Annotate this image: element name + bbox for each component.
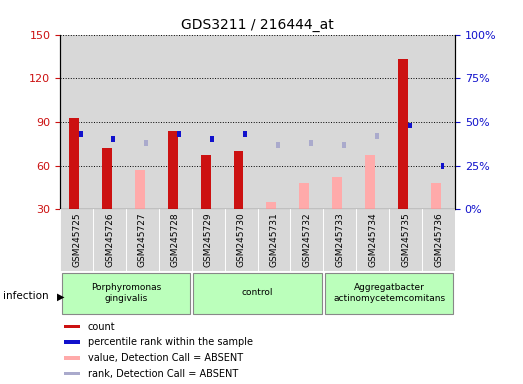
Text: GSM245726: GSM245726	[105, 212, 114, 267]
Bar	[64, 356, 79, 360]
Bar	[93, 209, 126, 271]
Bar	[440, 163, 445, 169]
Bar	[276, 142, 280, 147]
Bar	[93, 35, 126, 209]
Bar	[159, 35, 192, 209]
Bar	[135, 170, 145, 209]
Bar	[398, 59, 408, 209]
Bar	[389, 35, 422, 209]
Bar	[225, 209, 257, 271]
Bar	[365, 156, 375, 209]
Bar	[210, 136, 214, 142]
Text: Aggregatbacter
actinomycetemcomitans: Aggregatbacter actinomycetemcomitans	[333, 283, 445, 303]
Text: rank, Detection Call = ABSENT: rank, Detection Call = ABSENT	[88, 369, 238, 379]
Bar	[431, 183, 441, 209]
Text: GSM245728: GSM245728	[171, 212, 180, 267]
Text: Porphyromonas
gingivalis: Porphyromonas gingivalis	[91, 283, 161, 303]
Bar	[60, 35, 93, 209]
Bar	[243, 131, 247, 137]
Text: GSM245729: GSM245729	[204, 212, 213, 267]
Bar	[201, 156, 211, 209]
Bar	[192, 209, 225, 271]
Bar	[299, 183, 309, 209]
Bar	[356, 209, 389, 271]
Bar	[323, 35, 356, 209]
Text: GSM245736: GSM245736	[434, 212, 443, 267]
Bar	[257, 209, 290, 271]
Bar	[64, 372, 79, 375]
Text: GSM245727: GSM245727	[138, 212, 147, 267]
Bar	[389, 209, 422, 271]
Bar	[64, 325, 79, 328]
Bar	[144, 140, 149, 146]
Text: GSM245733: GSM245733	[335, 212, 344, 267]
Bar	[159, 209, 192, 271]
Bar	[422, 209, 455, 271]
Bar	[332, 177, 342, 209]
Bar	[111, 136, 116, 142]
Text: control: control	[242, 288, 274, 297]
Bar	[126, 35, 159, 209]
Text: GSM245730: GSM245730	[236, 212, 246, 267]
Bar	[342, 142, 346, 147]
FancyBboxPatch shape	[62, 273, 190, 314]
Bar	[177, 131, 181, 137]
FancyBboxPatch shape	[325, 273, 453, 314]
Text: GSM245731: GSM245731	[269, 212, 279, 267]
Bar	[60, 209, 93, 271]
Text: count: count	[88, 321, 116, 331]
Bar	[266, 202, 276, 209]
Bar	[168, 131, 178, 209]
Bar	[323, 209, 356, 271]
Text: value, Detection Call = ABSENT: value, Detection Call = ABSENT	[88, 353, 243, 363]
Bar	[407, 122, 412, 128]
Bar	[309, 140, 313, 146]
Text: ▶: ▶	[56, 291, 64, 301]
Text: percentile rank within the sample: percentile rank within the sample	[88, 337, 253, 347]
Bar	[257, 35, 290, 209]
Bar	[126, 209, 159, 271]
Bar	[290, 35, 323, 209]
Bar	[69, 118, 79, 209]
FancyBboxPatch shape	[194, 273, 322, 314]
Bar	[192, 35, 225, 209]
Text: GSM245735: GSM245735	[401, 212, 410, 267]
Bar	[290, 209, 323, 271]
Bar	[78, 131, 83, 137]
Bar	[64, 341, 79, 344]
Bar	[234, 151, 243, 209]
Text: GSM245725: GSM245725	[72, 212, 81, 267]
Bar	[374, 133, 379, 139]
Bar	[102, 148, 112, 209]
Bar	[225, 35, 257, 209]
Title: GDS3211 / 216444_at: GDS3211 / 216444_at	[181, 18, 334, 32]
Text: GSM245732: GSM245732	[302, 212, 311, 267]
Bar	[422, 35, 455, 209]
Text: infection: infection	[3, 291, 48, 301]
Text: GSM245734: GSM245734	[368, 212, 377, 267]
Bar	[356, 35, 389, 209]
